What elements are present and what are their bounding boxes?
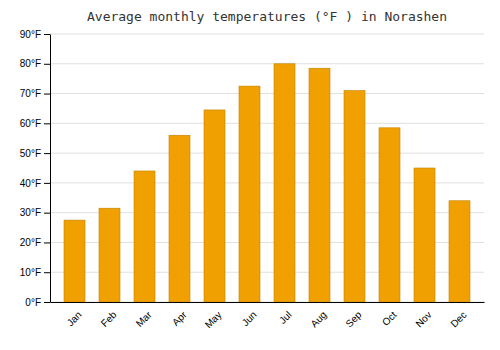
tick: Sep xyxy=(343,309,364,330)
tick: Nov xyxy=(413,309,433,329)
tick-label: Aug xyxy=(308,309,328,329)
tick-label: Jul xyxy=(277,309,294,326)
tick-label: 60°F xyxy=(20,118,41,129)
tick-label: Nov xyxy=(413,309,433,329)
bar xyxy=(64,220,85,302)
tick-label: 40°F xyxy=(20,178,41,189)
tick-label: Jun xyxy=(240,309,259,328)
tick: 90°F xyxy=(20,29,50,40)
plot: 0°F 10°F 20°F 30°F 40°F 50°F 60°F 70°F 80°F 90°F J… xyxy=(20,29,485,331)
bar xyxy=(449,201,470,302)
tick-mark xyxy=(44,272,50,273)
grid xyxy=(50,34,484,302)
tick-label: Dec xyxy=(448,309,468,329)
title: Average monthly temperatures (°F ) in No… xyxy=(87,9,447,24)
bar xyxy=(169,135,190,302)
bar xyxy=(379,128,400,302)
tick: 70°F xyxy=(20,88,50,99)
tick-mark xyxy=(44,153,50,154)
bar xyxy=(414,168,435,302)
tick-label: Oct xyxy=(380,309,399,328)
tick-label: May xyxy=(203,309,224,330)
tick: Jul xyxy=(277,309,294,326)
tick-mark xyxy=(44,123,50,124)
tick-label: 70°F xyxy=(20,88,41,99)
tick-label: Sep xyxy=(343,309,364,330)
grid-line xyxy=(50,123,484,124)
axis-line xyxy=(51,302,485,303)
tick-label: Apr xyxy=(170,309,189,328)
bar xyxy=(204,110,225,302)
tick: 60°F xyxy=(20,118,50,129)
tick-label: Jan xyxy=(65,309,84,328)
tick: 20°F xyxy=(20,237,50,248)
tick: Jun xyxy=(240,309,259,328)
tick-label: 80°F xyxy=(20,58,41,69)
tick-mark xyxy=(44,34,50,35)
grid-line xyxy=(50,63,484,64)
tick: Dec xyxy=(448,309,468,329)
tick: 80°F xyxy=(20,58,50,69)
x-axis: Jan Feb Mar Apr May Jun Jul Aug Sep Oct Nov Dec xyxy=(51,303,485,331)
tick-label: 10°F xyxy=(20,267,41,278)
tick-label: 20°F xyxy=(20,237,41,248)
axis-line xyxy=(50,35,51,303)
grid-line xyxy=(50,153,484,154)
tick: Apr xyxy=(170,309,189,328)
tick-mark xyxy=(44,242,50,243)
tick: Feb xyxy=(99,309,119,329)
tick: Oct xyxy=(380,309,399,328)
tick: Mar xyxy=(134,309,154,329)
tick-label: 90°F xyxy=(20,29,41,40)
bar xyxy=(344,91,365,302)
tick: 50°F xyxy=(20,148,50,159)
tick-mark xyxy=(44,213,50,214)
tick: 0°F xyxy=(25,297,50,308)
bar xyxy=(99,208,120,302)
bar xyxy=(309,68,330,302)
y-axis: 0°F 10°F 20°F 30°F 40°F 50°F 60°F 70°F 80°F 90°F xyxy=(20,29,51,308)
tick-mark xyxy=(44,94,50,95)
tick-mark xyxy=(44,183,50,184)
tick-label: Feb xyxy=(99,309,119,329)
bar xyxy=(274,64,295,302)
tick-label: Mar xyxy=(134,309,154,329)
tick: May xyxy=(203,309,224,330)
grid-line xyxy=(50,34,484,35)
bar xyxy=(134,171,155,302)
tick: 10°F xyxy=(20,267,50,278)
tick: 30°F xyxy=(20,207,50,218)
tick: Jan xyxy=(65,309,84,328)
chart: 0°F 10°F 20°F 30°F 40°F 50°F 60°F 70°F 80°F 90°F J… xyxy=(0,0,500,350)
tick: 40°F xyxy=(20,178,50,189)
tick-label: 0°F xyxy=(25,297,41,308)
bars xyxy=(64,64,470,302)
grid-line xyxy=(50,93,484,94)
bar xyxy=(239,86,260,302)
tick: Aug xyxy=(308,309,328,329)
tick-mark xyxy=(44,302,50,303)
tick-label: 30°F xyxy=(20,207,41,218)
tick-label: 50°F xyxy=(20,148,41,159)
tick-mark xyxy=(44,64,50,65)
